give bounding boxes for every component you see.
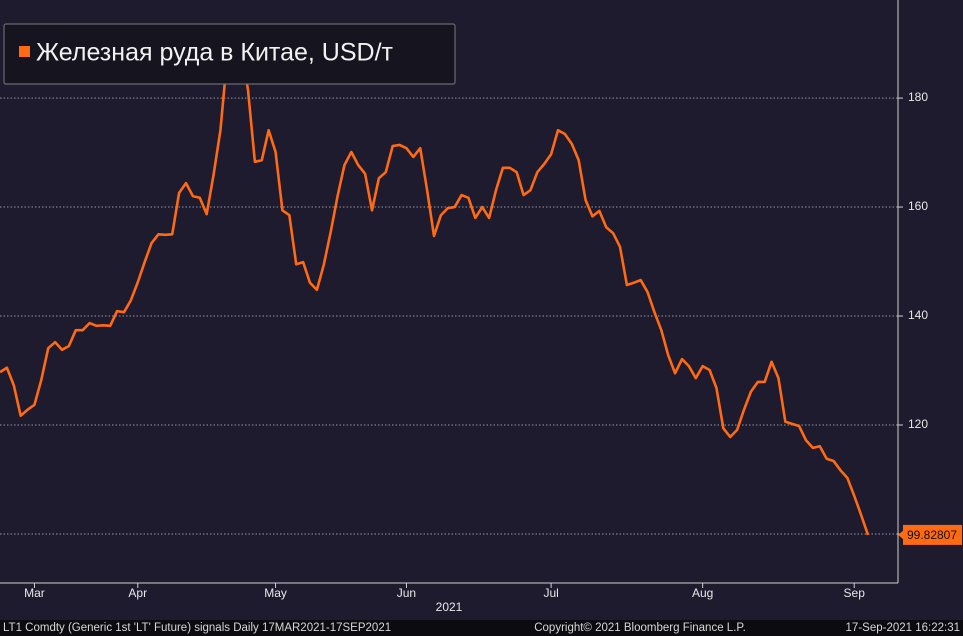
- y-tick-label: 180: [908, 90, 928, 104]
- y-tick-label: 160: [908, 199, 928, 213]
- line-series: [0, 43, 870, 536]
- x-tick-label: May: [264, 586, 287, 600]
- footer-background: [0, 620, 963, 636]
- last-value-pointer: [898, 529, 904, 540]
- footer-left: LT1 Comdty (Generic 1st 'LT' Future) sig…: [3, 622, 391, 634]
- legend-box: [3, 23, 456, 85]
- legend-label: Железная руда в Китае, USD/т: [36, 39, 394, 67]
- x-axis-label: 2021: [436, 600, 463, 614]
- x-tick-label: Jul: [543, 586, 558, 600]
- footer-right: 17-Sep-2021 16:22:31: [846, 622, 960, 634]
- last-value-box: [903, 524, 962, 545]
- legend: Железная руда в Китае, USD/т: [3, 23, 456, 85]
- last-value-label: 99.82807: [907, 528, 957, 542]
- y-tick-label: 120: [908, 417, 928, 431]
- x-tick-label: Aug: [692, 586, 713, 600]
- x-tick-label: Mar: [24, 586, 45, 600]
- x-tick-label: Jun: [397, 586, 416, 600]
- x-tick-label: Apr: [128, 586, 147, 600]
- legend-swatch: [19, 46, 30, 57]
- x-tick-label: Sep: [844, 586, 866, 600]
- y-tick-label: 140: [908, 308, 928, 322]
- plot-background: [0, 0, 963, 620]
- footer-center: Copyright© 2021 Bloomberg Finance L.P.: [534, 622, 746, 634]
